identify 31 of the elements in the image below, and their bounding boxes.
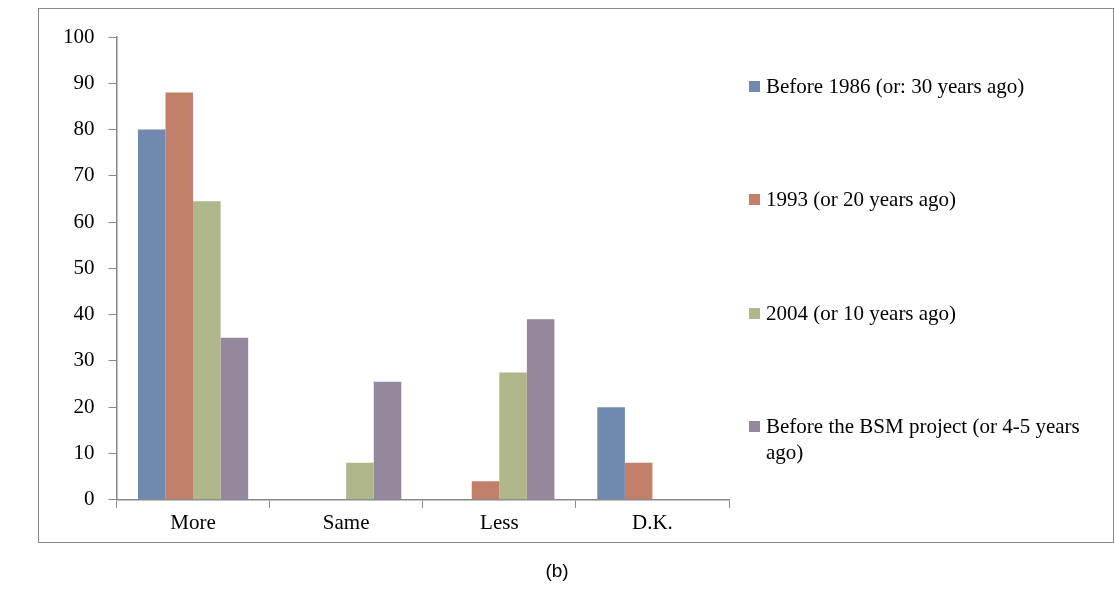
bar bbox=[346, 462, 374, 500]
y-tick-label: 40 bbox=[73, 301, 95, 326]
bar bbox=[526, 319, 555, 500]
y-tick-label: 70 bbox=[73, 162, 95, 187]
y-tick-label: 90 bbox=[73, 69, 95, 94]
y-tick-label: 30 bbox=[73, 347, 95, 372]
y-tick-label: 60 bbox=[73, 208, 95, 233]
y-tick-label: 80 bbox=[73, 116, 95, 141]
bar bbox=[373, 381, 402, 500]
x-tick-label: More bbox=[170, 509, 216, 534]
y-tick-label: 0 bbox=[84, 486, 95, 511]
y-tick-label: 100 bbox=[63, 23, 95, 48]
y-tick-label: 50 bbox=[73, 254, 95, 279]
y-tick-label: 10 bbox=[73, 440, 95, 465]
x-tick-label: Same bbox=[322, 509, 370, 534]
bar bbox=[597, 407, 625, 500]
x-tick-label: Less bbox=[480, 509, 519, 534]
bar bbox=[624, 462, 653, 500]
bar bbox=[193, 201, 221, 500]
bar bbox=[220, 337, 249, 500]
bar bbox=[165, 92, 194, 500]
legend-label: Before the BSM project (or 4-5 years ago) bbox=[766, 413, 1081, 466]
legend-label: Before 1986 (or: 30 years ago) bbox=[766, 72, 1025, 99]
text: (b) bbox=[544, 560, 570, 582]
legend-label: 2004 (or 10 years ago) bbox=[766, 299, 957, 326]
y-tick-label: 20 bbox=[73, 393, 95, 418]
bar bbox=[499, 372, 527, 500]
legend-label: 1993 (or 20 years ago) bbox=[766, 186, 957, 213]
bar bbox=[137, 129, 166, 500]
bar bbox=[471, 481, 500, 500]
x-tick-label: D.K. bbox=[632, 509, 673, 534]
